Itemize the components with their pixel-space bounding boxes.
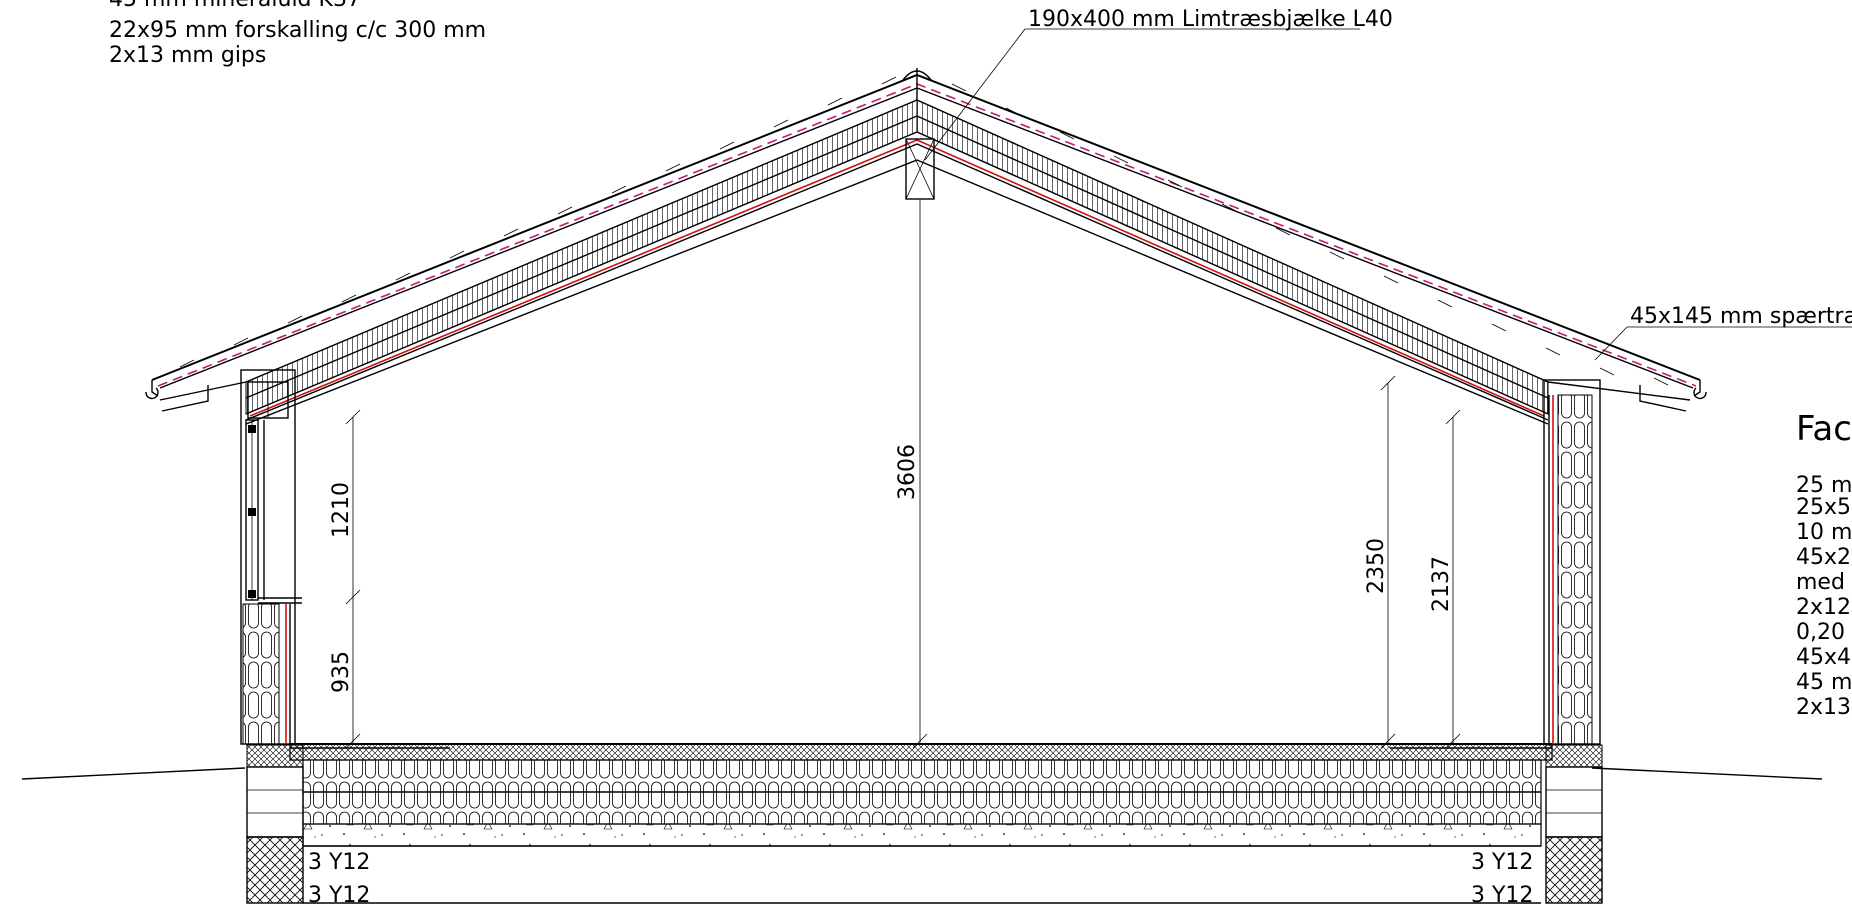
- facade-line-2: 25x5C: [1796, 495, 1852, 520]
- beam-label-text: 190x400 mm Limtræsbjælke L40: [1028, 7, 1393, 32]
- left-wall: [240, 369, 304, 904]
- floor-slab: [289, 743, 1553, 904]
- facade-line-10: 2x13: [1796, 695, 1851, 720]
- rafter-label: 45x145 mm spærtræ: [1594, 304, 1852, 361]
- dimensions: 1210 935 3606 2350 2137: [329, 199, 1461, 749]
- facade-line-3: 10 m: [1796, 520, 1852, 545]
- ground-line: [21, 767, 1823, 780]
- dim-window-upper: 1210: [329, 482, 354, 538]
- facade-line-6: 2x12C: [1796, 595, 1852, 620]
- rebar-left-top: 3 Y12: [308, 850, 370, 875]
- facade-line-7: 0,20: [1796, 620, 1845, 645]
- dim-right-outer: 2350: [1364, 538, 1389, 594]
- dim-ridge-height: 3606: [895, 444, 920, 500]
- note-line-3: 2x13 mm gips: [109, 43, 266, 68]
- note-line-1: 45 mm mineraluld K37: [109, 0, 361, 12]
- facade-line-4: 45x24: [1796, 545, 1852, 570]
- note-line-2: 22x95 mm forskalling c/c 300 mm: [109, 18, 486, 43]
- facade-line-8: 45x45: [1796, 645, 1852, 670]
- right-wall: [1543, 379, 1603, 904]
- facade-panel: Fac 25 m 25x5C 10 m 45x24 med 2x12C 0,20…: [1796, 409, 1852, 720]
- rebar-right-top: 3 Y12: [1471, 850, 1533, 875]
- dim-window-lower: 935: [329, 651, 354, 693]
- dim-right-inner: 2137: [1429, 556, 1454, 612]
- ridge-beam: [905, 138, 935, 200]
- facade-line-1: 25 m: [1796, 473, 1852, 498]
- rebar-right-bottom: 3 Y12: [1471, 883, 1533, 905]
- facade-title: Fac: [1796, 409, 1852, 449]
- roof: [145, 68, 1707, 425]
- top-left-notes: 45 mm mineraluld K37 22x95 mm forskallin…: [109, 0, 486, 68]
- facade-line-5: med: [1796, 570, 1845, 595]
- beam-label: 190x400 mm Limtræsbjælke L40: [924, 7, 1393, 161]
- rafter-label-text: 45x145 mm spærtræ: [1630, 304, 1852, 329]
- rebar-left-bottom: 3 Y12: [308, 883, 370, 905]
- window: [245, 419, 302, 604]
- facade-line-9: 45 m: [1796, 670, 1852, 695]
- rebar-labels: 3 Y12 3 Y12 3 Y12 3 Y12: [308, 850, 1533, 905]
